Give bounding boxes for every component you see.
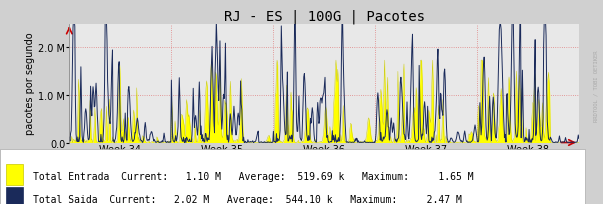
Text: Total Saida  Current:   2.02 M   Average:  544.10 k   Maximum:     2.47 M: Total Saida Current: 2.02 M Average: 544… (33, 194, 462, 204)
Text: Total Entrada  Current:   1.10 M   Average:  519.69 k   Maximum:     1.65 M: Total Entrada Current: 1.10 M Average: 5… (33, 172, 474, 181)
Title: RJ - ES | 100G | Pacotes: RJ - ES | 100G | Pacotes (224, 9, 425, 24)
Text: RRDTOOL / TOBI OETIKER: RRDTOOL / TOBI OETIKER (594, 50, 599, 121)
Y-axis label: pacotes por segundo: pacotes por segundo (25, 33, 36, 135)
